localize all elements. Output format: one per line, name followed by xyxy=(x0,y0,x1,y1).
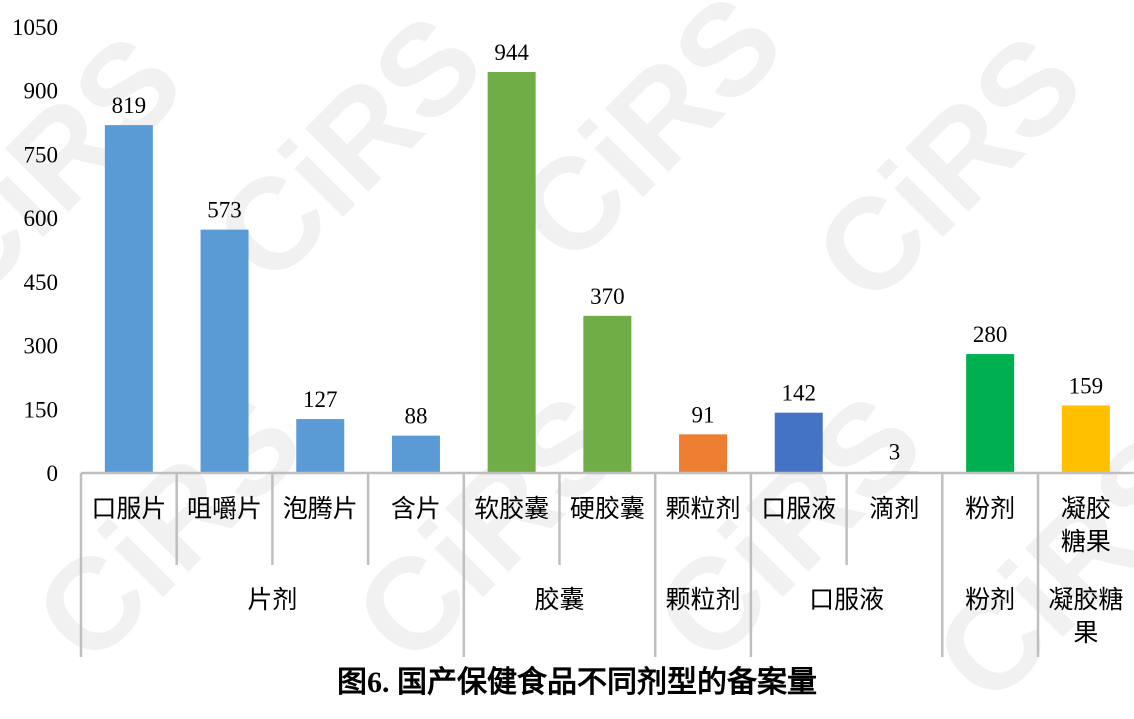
bar xyxy=(1061,405,1110,473)
data-label: 370 xyxy=(590,284,625,309)
bar xyxy=(679,434,728,473)
data-label: 142 xyxy=(782,381,817,406)
bar xyxy=(966,354,1015,473)
data-label: 573 xyxy=(207,198,242,223)
group-label: 口服液 xyxy=(809,587,885,614)
data-label: 280 xyxy=(973,322,1008,347)
category-label: 口服液 xyxy=(761,496,837,523)
category-label: 咀嚼片 xyxy=(187,496,263,523)
y-axis: 0 150 300 450 600 750 900 1050 xyxy=(12,15,58,486)
data-label: 127 xyxy=(303,387,338,412)
bar xyxy=(391,435,440,473)
category-label: 硬胶囊 xyxy=(569,496,645,523)
group-label: 胶囊 xyxy=(534,587,585,614)
bar xyxy=(583,315,632,473)
y-tick-label: 450 xyxy=(24,270,59,295)
category-label: 颗粒剂 xyxy=(665,496,741,523)
y-tick-label: 300 xyxy=(24,334,59,359)
data-label: 944 xyxy=(494,40,529,65)
data-label: 3 xyxy=(889,440,901,465)
y-tick-label: 600 xyxy=(24,206,59,231)
bar xyxy=(104,125,153,474)
category-label: 含片 xyxy=(390,496,441,523)
bar xyxy=(487,72,536,473)
y-tick-label: 0 xyxy=(47,461,59,486)
data-label: 91 xyxy=(692,402,715,427)
y-tick-label: 900 xyxy=(24,79,59,104)
y-tick-label: 150 xyxy=(24,397,59,422)
x-axis xyxy=(79,471,1134,657)
y-tick-label: 1050 xyxy=(12,15,58,40)
bar xyxy=(296,419,345,473)
bars: 819 573 127 88 944 370 91 142 3 280 159 xyxy=(104,40,1110,474)
group-label: 粉剂 xyxy=(965,587,1016,614)
data-label: 819 xyxy=(112,93,147,118)
chart-title: 图6. 国产保健食品不同剂型的备案量 xyxy=(337,665,817,699)
data-label: 159 xyxy=(1069,373,1104,398)
group-label: 凝胶糖果 xyxy=(1048,587,1124,647)
bar xyxy=(774,412,823,473)
category-label: 泡腾片 xyxy=(282,496,358,523)
category-label: 软胶囊 xyxy=(474,496,550,523)
category-label: 滴剂 xyxy=(869,496,920,523)
category-label: 口服片 xyxy=(91,496,167,523)
group-label: 颗粒剂 xyxy=(665,587,741,614)
y-tick-label: 750 xyxy=(24,142,59,167)
category-label: 粉剂 xyxy=(965,496,1016,523)
group-label: 片剂 xyxy=(247,587,298,614)
bar xyxy=(200,229,249,473)
category-label: 凝胶糖果 xyxy=(1060,496,1111,556)
data-label: 88 xyxy=(404,404,427,429)
